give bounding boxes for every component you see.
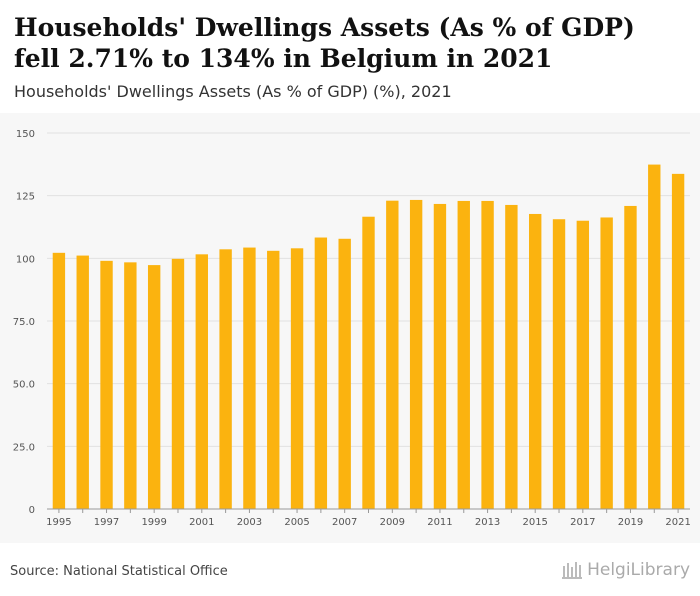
bar-2001 xyxy=(195,254,208,509)
brand-name: HelgiLibrary xyxy=(587,560,690,580)
bar-chart: 0 25.0 50.0 75.0 100 125 150 1995 1997 1999 2001 20… xyxy=(13,129,691,528)
bar-2015 xyxy=(529,213,542,509)
bar-2011 xyxy=(433,203,447,509)
x-tick-label: 1999 xyxy=(141,517,166,528)
footer: Source: National Statistical Office Helg… xyxy=(0,552,700,596)
x-tick-label: 2005 xyxy=(284,517,309,528)
bar-2016 xyxy=(552,219,566,509)
y-tick-label: 0 xyxy=(29,505,35,516)
x-tick-label: 2013 xyxy=(475,517,500,528)
x-tick-label: 2003 xyxy=(237,517,262,528)
x-tick-label: 2017 xyxy=(570,517,595,528)
bar-1995 xyxy=(52,252,66,509)
bar-2005 xyxy=(290,248,304,509)
bar-1997 xyxy=(100,260,113,509)
bar-2004 xyxy=(267,250,280,509)
bar-2003 xyxy=(243,247,256,509)
bar-2009 xyxy=(386,200,399,509)
x-tick-label: 2011 xyxy=(427,517,452,528)
x-tick-label: 2009 xyxy=(380,517,405,528)
bar-2021 xyxy=(671,173,685,509)
bar-2014 xyxy=(505,204,518,509)
bar-2017 xyxy=(576,220,590,509)
bar-2012 xyxy=(457,200,470,509)
y-tick-label: 25.0 xyxy=(13,442,35,453)
x-tick-label: 2015 xyxy=(522,517,547,528)
x-tick-label: 2007 xyxy=(332,517,357,528)
bar-2020 xyxy=(648,164,661,510)
bar-1998 xyxy=(124,262,137,509)
library-icon xyxy=(562,562,583,579)
y-tick-label: 75.0 xyxy=(13,317,35,328)
bar-2018 xyxy=(600,217,613,509)
y-tick-label: 100 xyxy=(16,254,35,265)
y-tick-label: 125 xyxy=(16,192,35,203)
brand-logo[interactable]: HelgiLibrary xyxy=(561,560,690,580)
chart-title: Households' Dwellings Assets (As % of GD… xyxy=(14,13,635,73)
y-tick-label: 150 xyxy=(16,129,35,140)
bar-2006 xyxy=(314,237,328,509)
source-note: Source: National Statistical Office xyxy=(10,564,228,579)
bar-2010 xyxy=(409,199,423,509)
bar-2008 xyxy=(362,216,375,509)
x-tick-label: 2021 xyxy=(665,517,690,528)
x-tick-label: 2001 xyxy=(189,517,214,528)
bar-2019 xyxy=(624,205,637,509)
bar-2002 xyxy=(219,249,232,509)
bar-1999 xyxy=(147,265,161,509)
x-tick-label: 1995 xyxy=(46,517,71,528)
x-tick-label: 2019 xyxy=(618,517,643,528)
y-tick-label: 50.0 xyxy=(13,380,35,391)
bar-2000 xyxy=(171,258,185,509)
bar-2013 xyxy=(481,200,494,509)
x-tick-label: 1997 xyxy=(94,517,119,528)
chart-subtitle: Households' Dwellings Assets (As % of GD… xyxy=(14,82,452,101)
bar-1996 xyxy=(76,255,89,509)
bar-2007 xyxy=(338,238,351,509)
